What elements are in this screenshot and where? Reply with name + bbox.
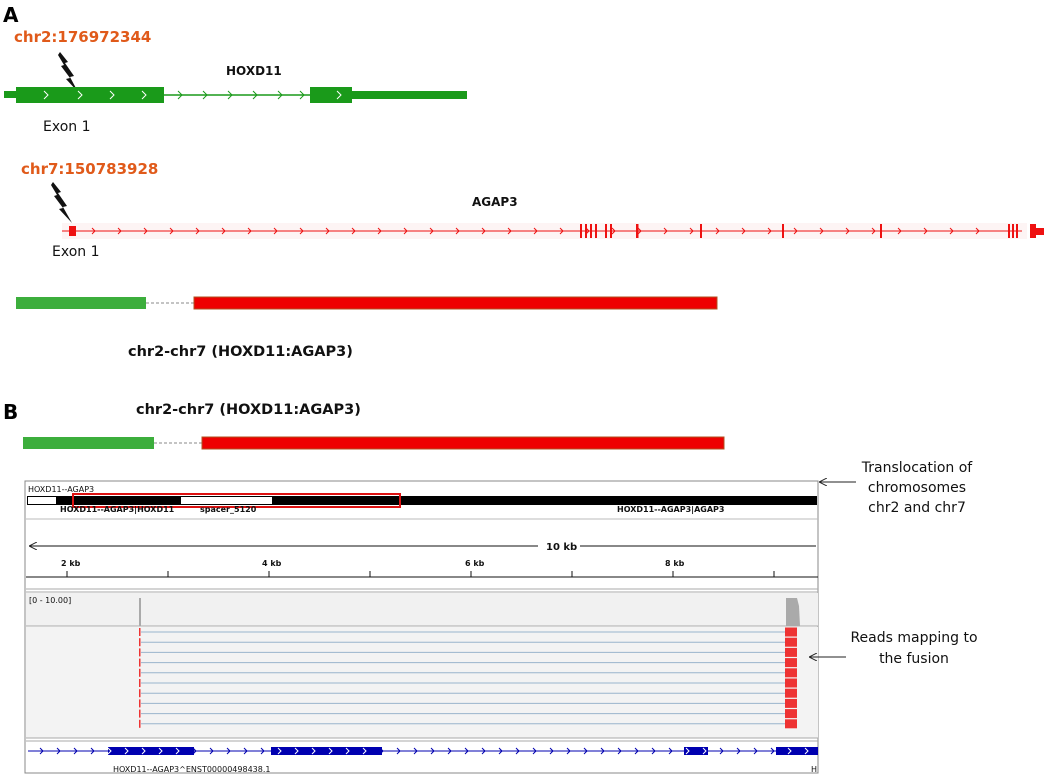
read	[139, 698, 797, 708]
gene1-label: HOXD11	[226, 64, 282, 78]
breakpoint1-label: chr2:176972344	[14, 28, 151, 46]
tick-label-6kb: 6 kb	[465, 559, 485, 568]
fusion-bar-b	[23, 436, 725, 450]
read	[139, 678, 797, 688]
read	[139, 688, 797, 698]
read	[139, 709, 797, 719]
reads-group	[139, 627, 797, 729]
exon1-label-hoxd11: Exon 1	[43, 119, 91, 135]
panel-a-label: A	[3, 3, 19, 27]
ruler-span-label: 10 kb	[546, 542, 577, 553]
coverage-peak-left	[139, 598, 141, 626]
tick-label-2kb: 2 kb	[61, 559, 81, 568]
fusion-label-a: chr2-chr7 (HOXD11:AGAP3)	[128, 344, 353, 360]
transcript-model	[28, 747, 818, 755]
read	[139, 637, 797, 647]
read	[139, 668, 797, 678]
reads-note-line1: Reads mapping to	[850, 630, 977, 646]
segment-right-label: HOXD11--AGAP3|AGAP3	[617, 505, 724, 514]
transcript-end-label: H	[811, 765, 817, 774]
lightning-bolt-icon	[51, 182, 72, 223]
reference-track-title: HOXD11--AGAP3	[28, 485, 94, 494]
coverage-range-label: [0 - 10.00]	[29, 596, 71, 605]
highlight-box	[72, 493, 401, 508]
breakpoint2-label: chr7:150783928	[21, 160, 158, 178]
translocation-note-line1: Translocation of	[861, 460, 974, 476]
panel-b-label: B	[3, 400, 18, 424]
igv-browser-view: HOXD11--AGAP3 HOXD11--AGAP3|HOXD11 space…	[24, 480, 819, 774]
gene2-label: AGAP3	[472, 195, 518, 209]
reads-note-line2: the fusion	[879, 651, 949, 667]
segment-mid-label: spacer_5120	[200, 505, 257, 514]
hoxd11-gene-model	[4, 87, 467, 103]
agap3-gene-model	[62, 223, 1044, 239]
read	[139, 719, 797, 729]
segment-left-label: HOXD11--AGAP3|HOXD11	[60, 505, 175, 514]
translocation-note-line3: chr2 and chr7	[868, 500, 966, 516]
read	[139, 627, 797, 637]
fusion-bar-a	[16, 296, 718, 310]
tick-label-4kb: 4 kb	[262, 559, 282, 568]
lightning-bolt-icon	[58, 52, 78, 92]
read	[139, 647, 797, 657]
tick-label-8kb: 8 kb	[665, 559, 685, 568]
exon1-label-agap3: Exon 1	[52, 244, 100, 260]
translocation-note-line2: chromosomes	[868, 480, 966, 496]
transcript-label: HOXD11--AGAP3^ENST00000498438.1	[113, 765, 270, 774]
coverage-peak-right	[786, 598, 800, 626]
read	[139, 658, 797, 668]
fusion-label-b: chr2-chr7 (HOXD11:AGAP3)	[136, 402, 361, 418]
